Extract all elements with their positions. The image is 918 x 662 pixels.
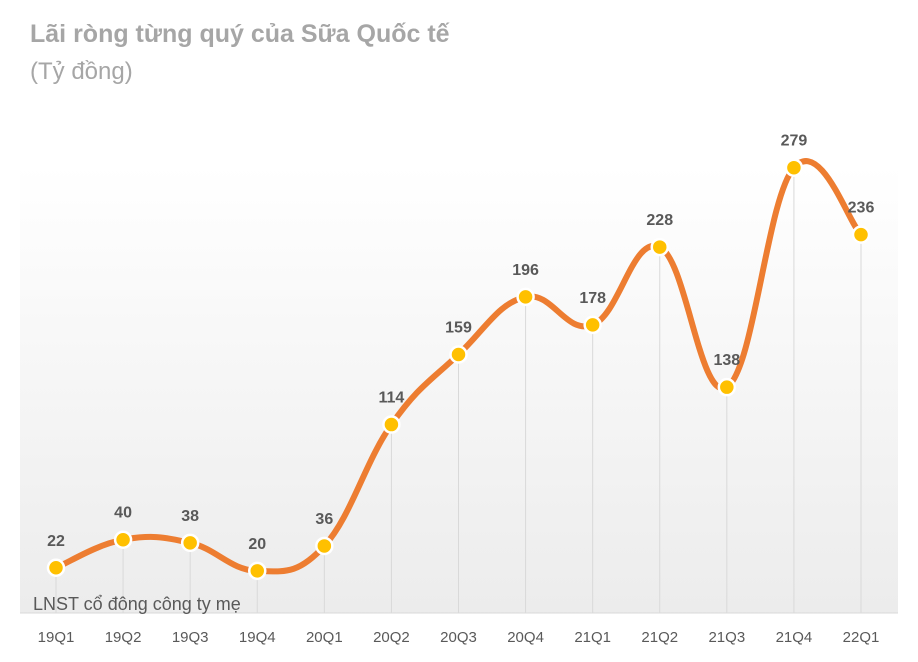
data-label: 178 <box>579 290 606 307</box>
data-label: 36 <box>315 511 333 528</box>
data-label: 22 <box>47 533 65 550</box>
x-tick-label: 21Q4 <box>776 629 813 646</box>
data-point <box>46 558 66 578</box>
data-label: 196 <box>512 262 539 279</box>
data-label: 40 <box>114 505 132 522</box>
data-label: 159 <box>445 319 472 336</box>
data-label: 20 <box>248 536 266 553</box>
x-tick-label: 19Q4 <box>239 629 276 646</box>
x-tick-label: 20Q3 <box>440 629 477 646</box>
data-point <box>583 315 602 335</box>
data-label: 38 <box>181 508 199 525</box>
data-point <box>516 287 535 307</box>
x-tick-labels: 19Q1 19Q2 19Q3 19Q4 20Q1 20Q2 20Q3 20Q4 21Q1 21Q2… <box>38 629 880 646</box>
data-point <box>180 533 200 553</box>
data-point <box>851 225 871 244</box>
data-point <box>382 415 401 434</box>
data-label: 114 <box>379 390 405 407</box>
data-point <box>248 561 267 581</box>
data-point <box>113 530 133 549</box>
legend-label: LNST cổ đông công ty mẹ <box>33 594 241 614</box>
drop-lines <box>55 167 862 613</box>
x-tick-label: 20Q4 <box>507 629 544 646</box>
data-label: 228 <box>646 212 673 229</box>
x-tick-label: 21Q1 <box>574 629 611 646</box>
x-tick-label: 20Q2 <box>373 629 410 646</box>
data-point <box>315 536 334 556</box>
x-tick-label: 19Q1 <box>38 629 75 646</box>
chart-title: Lãi ròng từng quý của Sữa Quốc tế <box>30 20 450 48</box>
data-label: 236 <box>848 200 875 217</box>
markers <box>46 158 871 581</box>
x-tick-label: 19Q2 <box>105 629 142 646</box>
data-point <box>650 237 669 257</box>
chart-subtitle: (Tỷ đồng) <box>30 58 133 85</box>
x-tick-label: 21Q2 <box>641 629 678 646</box>
data-point <box>717 377 737 397</box>
data-label: 138 <box>713 352 740 369</box>
data-point <box>784 158 804 177</box>
x-tick-label: 21Q3 <box>708 629 745 646</box>
series-line <box>53 158 864 575</box>
data-point <box>449 345 468 364</box>
x-tick-label: 19Q3 <box>172 629 209 646</box>
x-tick-label: 22Q1 <box>843 629 880 646</box>
data-label: 279 <box>781 133 808 150</box>
x-tick-label: 20Q1 <box>306 629 343 646</box>
data-labels: 22 40 38 20 36 114 159 196 178 228 138 279 236 <box>47 133 874 553</box>
